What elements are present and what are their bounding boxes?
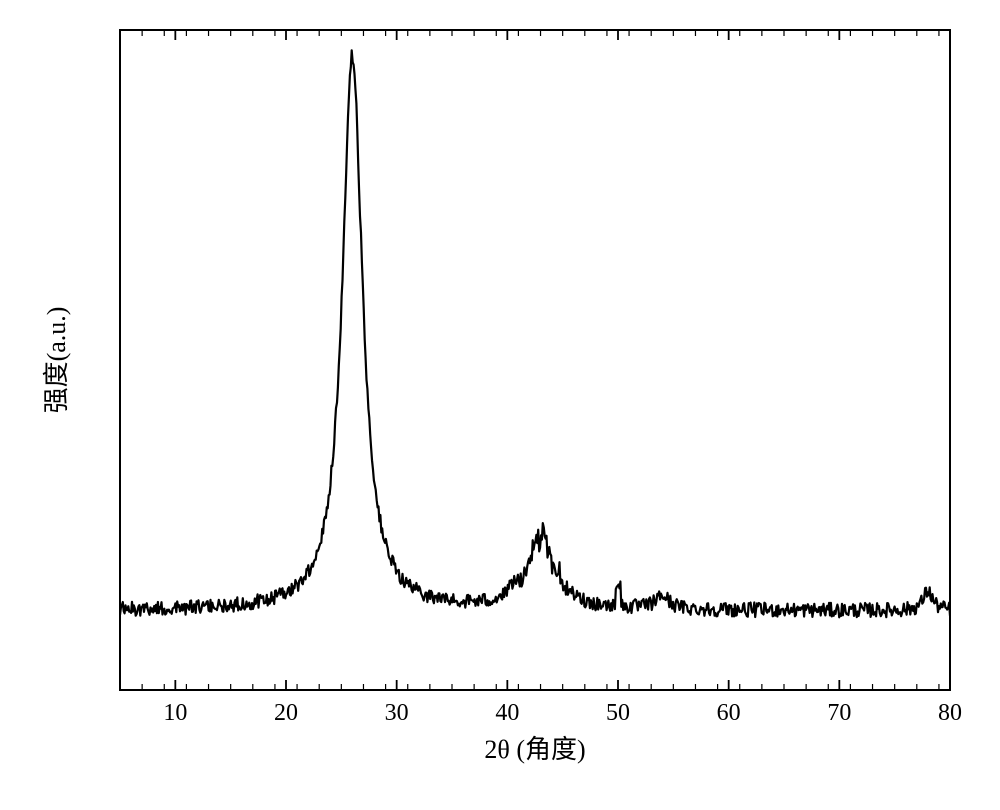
axis-ticks: 10 20 30 40 50 60 70 80 — [120, 30, 962, 726]
tick-label: 70 — [827, 700, 851, 726]
xrd-chart: 10 20 30 40 50 60 70 80 强度(a.u.) 2θ (角度) — [0, 0, 1000, 810]
x-axis-label: 2θ (角度) — [484, 735, 585, 764]
y-axis-label: 强度(a.u.) — [42, 307, 71, 414]
xrd-line-series — [120, 50, 950, 617]
tick-label: 60 — [717, 700, 741, 726]
plot-border — [120, 30, 950, 690]
tick-label: 10 — [163, 700, 187, 726]
tick-label: 40 — [495, 700, 519, 726]
tick-label: 50 — [606, 700, 630, 726]
tick-label: 20 — [274, 700, 298, 726]
figure-container: 10 20 30 40 50 60 70 80 强度(a.u.) 2θ (角度) — [0, 0, 1000, 810]
tick-label: 30 — [385, 700, 409, 726]
tick-label: 80 — [938, 700, 962, 726]
